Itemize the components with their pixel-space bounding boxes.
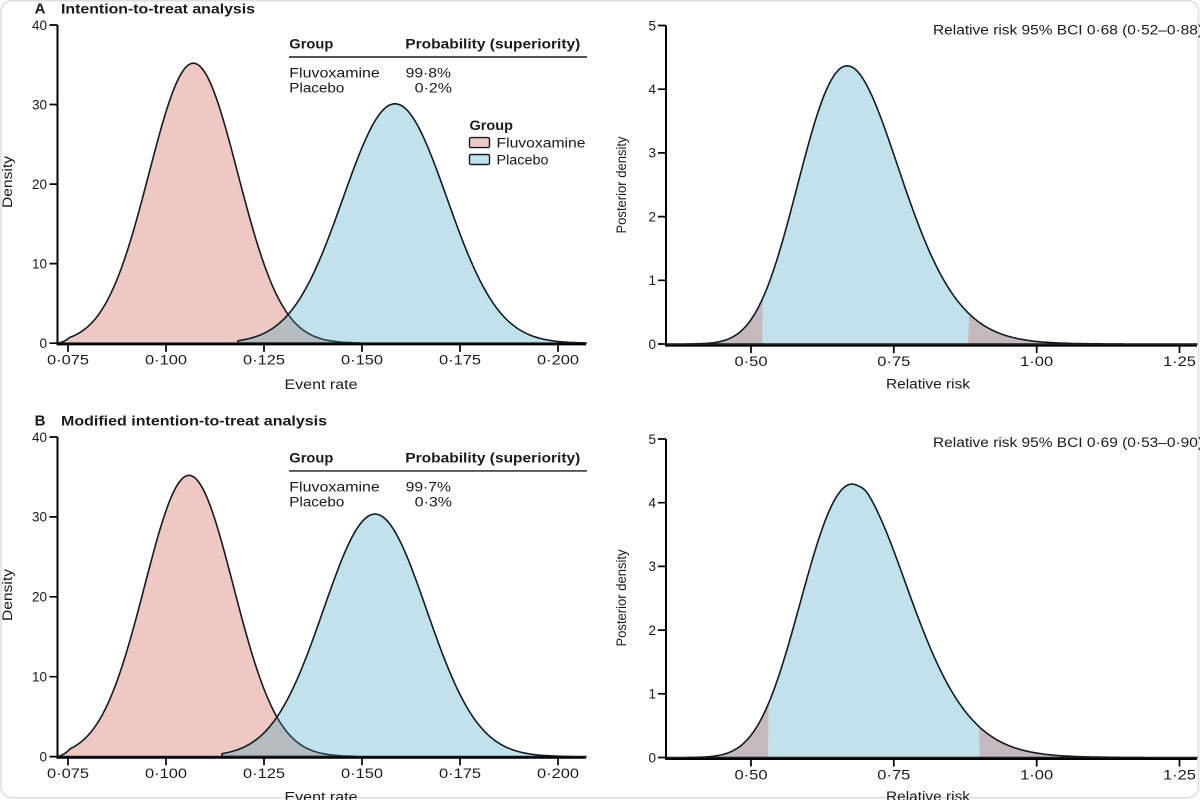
svg-text:4: 4 (648, 82, 656, 97)
svg-text:0·3%: 0·3% (415, 494, 452, 509)
svg-text:0·075: 0·075 (47, 766, 89, 781)
svg-text:Posterior density: Posterior density (614, 549, 629, 646)
svg-text:0·2%: 0·2% (415, 81, 452, 96)
svg-text:Placebo: Placebo (289, 494, 344, 509)
svg-text:Group: Group (289, 450, 333, 465)
svg-text:20: 20 (32, 177, 47, 192)
svg-text:0: 0 (648, 750, 656, 765)
svg-text:Posterior density: Posterior density (614, 136, 629, 233)
svg-text:0·150: 0·150 (341, 353, 383, 368)
svg-text:0·50: 0·50 (735, 768, 768, 783)
svg-text:B: B (35, 413, 46, 430)
svg-text:0·175: 0·175 (439, 766, 481, 781)
svg-text:Event rate: Event rate (285, 790, 358, 801)
svg-text:Placebo: Placebo (289, 81, 344, 96)
svg-text:Event rate: Event rate (285, 377, 358, 392)
svg-text:3: 3 (648, 146, 656, 161)
svg-text:30: 30 (32, 97, 47, 112)
svg-text:0: 0 (39, 749, 47, 764)
svg-text:10: 10 (32, 256, 47, 271)
svg-text:1: 1 (648, 273, 656, 288)
svg-text:30: 30 (32, 510, 47, 525)
svg-text:1·25: 1·25 (1163, 768, 1196, 783)
svg-text:0·75: 0·75 (877, 768, 910, 783)
svg-text:0·50: 0·50 (735, 354, 768, 369)
svg-text:20: 20 (32, 590, 47, 605)
svg-text:2: 2 (648, 623, 656, 638)
svg-text:1·00: 1·00 (1020, 768, 1053, 783)
svg-text:Probability (superiority): Probability (superiority) (405, 37, 580, 52)
svg-text:40: 40 (32, 18, 47, 33)
svg-text:Group: Group (289, 37, 333, 52)
svg-text:0·075: 0·075 (47, 353, 89, 368)
svg-text:Relative risk: Relative risk (886, 376, 970, 391)
svg-text:0·75: 0·75 (877, 354, 910, 369)
svg-text:A: A (35, 1, 46, 18)
svg-text:5: 5 (648, 18, 656, 33)
svg-text:10: 10 (32, 670, 47, 685)
svg-text:0: 0 (39, 336, 47, 351)
svg-text:Density: Density (0, 156, 15, 208)
svg-text:1·25: 1·25 (1163, 354, 1196, 369)
svg-text:Probability (superiority): Probability (superiority) (405, 450, 580, 465)
svg-text:99·8%: 99·8% (406, 66, 451, 81)
svg-text:0·150: 0·150 (341, 766, 383, 781)
svg-text:Density: Density (0, 569, 15, 621)
svg-text:Fluvoxamine: Fluvoxamine (289, 66, 380, 81)
svg-text:Relative risk 95% BCI 0·68 (0·: Relative risk 95% BCI 0·68 (0·52–0·88) (933, 23, 1200, 38)
svg-text:0·100: 0·100 (145, 766, 187, 781)
svg-text:Intention-to-treat analysis: Intention-to-treat analysis (61, 1, 255, 17)
svg-text:0: 0 (648, 337, 656, 352)
svg-text:Modified intention-to-treat an: Modified intention-to-treat analysis (61, 413, 327, 429)
svg-text:0·175: 0·175 (439, 353, 481, 368)
svg-text:Fluvoxamine: Fluvoxamine (289, 479, 380, 494)
svg-text:40: 40 (32, 430, 47, 445)
svg-text:5: 5 (648, 432, 656, 447)
svg-text:Placebo: Placebo (497, 152, 549, 167)
svg-text:2: 2 (648, 209, 656, 224)
svg-text:Relative risk 95% BCI 0·69 (0·: Relative risk 95% BCI 0·69 (0·53–0·90) (933, 435, 1200, 450)
svg-text:3: 3 (648, 559, 656, 574)
svg-text:0·100: 0·100 (145, 353, 187, 368)
svg-text:Group: Group (470, 118, 514, 133)
svg-text:1: 1 (648, 687, 656, 702)
svg-text:0·125: 0·125 (243, 766, 285, 781)
svg-text:0·200: 0·200 (537, 766, 579, 781)
svg-text:Relative risk: Relative risk (886, 789, 970, 800)
svg-text:0·125: 0·125 (243, 353, 285, 368)
svg-text:Fluvoxamine: Fluvoxamine (497, 136, 586, 151)
svg-text:0·200: 0·200 (537, 353, 579, 368)
svg-text:4: 4 (648, 496, 656, 511)
svg-text:99·7%: 99·7% (406, 479, 451, 494)
svg-text:1·00: 1·00 (1020, 354, 1053, 369)
